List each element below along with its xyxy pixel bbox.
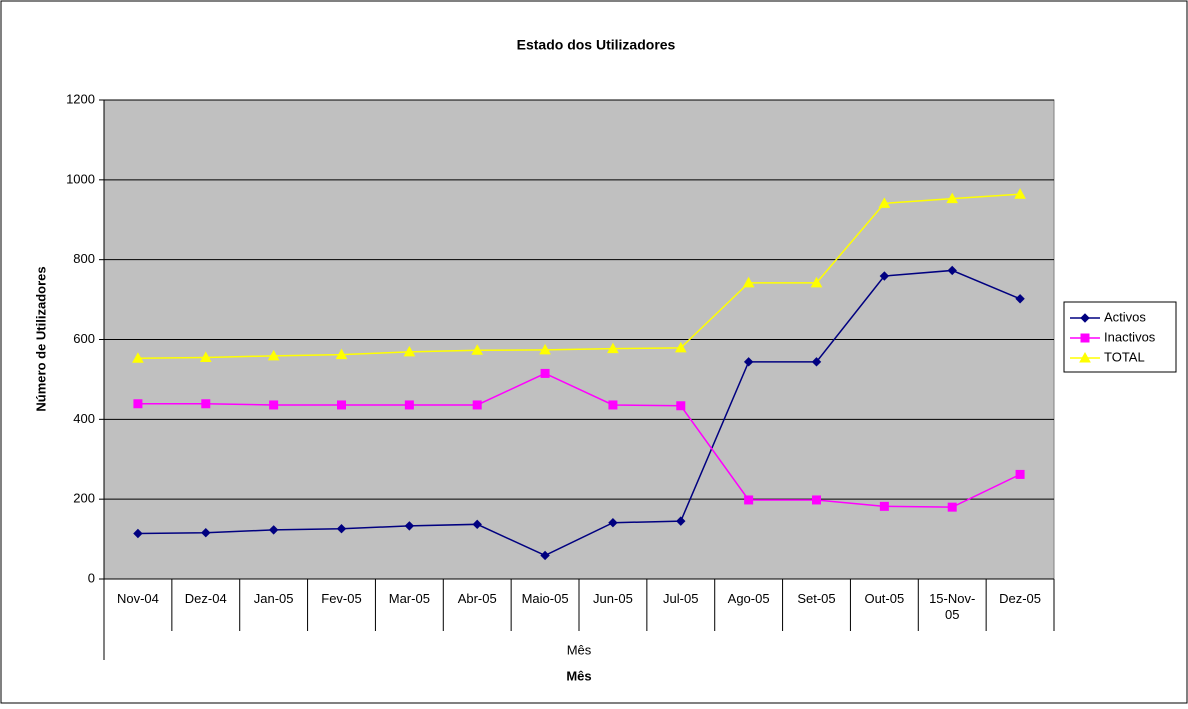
x-tick-label-box: Nov-04 <box>116 591 159 606</box>
data-point <box>947 265 957 276</box>
x-tick-label: Abr-05 <box>457 591 497 606</box>
x-tick-label: Mar-05 <box>388 591 430 606</box>
x-tick-label: Maio-05 <box>521 591 569 606</box>
y-tick-label: 400 <box>73 411 95 426</box>
data-point <box>201 527 211 538</box>
data-point <box>133 399 143 409</box>
data-point <box>472 400 482 410</box>
x-axis-title: Mês <box>566 668 591 683</box>
x-tick-label: Dez-04 <box>184 591 227 606</box>
data-point <box>1015 294 1025 304</box>
x-tick-label: Jan-05 <box>253 591 294 606</box>
data-point <box>810 276 823 288</box>
data-point <box>608 400 618 410</box>
data-point <box>812 495 821 505</box>
data-point <box>540 368 550 378</box>
data-point <box>540 550 550 561</box>
y-axis-title: Número de Utilizadores <box>33 266 48 411</box>
x-tick-label-box: Dez-04 <box>184 591 227 606</box>
data-point <box>1015 469 1025 479</box>
x-tick-label: Jul-05 <box>663 591 699 606</box>
data-point <box>674 341 687 353</box>
legend-label: Activos <box>1104 309 1146 324</box>
y-tick-label: 0 <box>88 570 95 585</box>
data-point <box>947 502 957 512</box>
data-point <box>608 518 618 528</box>
data-point <box>676 401 686 411</box>
data-point <box>269 400 279 410</box>
data-point <box>199 351 212 362</box>
x-tick-label: Fev-05 <box>321 591 362 606</box>
series-line <box>137 372 1021 508</box>
x-tick-label-box: Abr-05 <box>457 591 497 606</box>
data-point <box>879 271 890 281</box>
data-point <box>1014 188 1026 199</box>
data-point <box>676 516 686 526</box>
series-line <box>137 193 1021 360</box>
x-tick-label-box: Dez-05 <box>999 591 1042 606</box>
y-tick-label: 800 <box>73 251 95 266</box>
x-tick-label: Nov-04 <box>116 591 159 606</box>
data-point <box>335 348 348 360</box>
y-tick-label: 600 <box>73 331 95 346</box>
data-point <box>472 519 482 530</box>
data-point <box>337 400 346 410</box>
legend-marker <box>1079 351 1091 363</box>
data-point <box>404 521 415 531</box>
chart-title: Estado dos Utilizadores <box>517 37 676 53</box>
series-line <box>137 269 1021 557</box>
x-tick-label-box: Out-05 <box>864 591 905 606</box>
x-tick-label: Set-05 <box>797 591 836 606</box>
data-point <box>742 276 755 288</box>
x-tick-label: Jun-05 <box>593 591 633 606</box>
x-tick-label-box: Ago-05 <box>727 591 770 606</box>
x-tick-label-box: Mar-05 <box>388 591 430 606</box>
x-tick-label-box: Set-05 <box>797 591 836 606</box>
legend-marker <box>1080 313 1090 323</box>
data-point <box>811 357 822 367</box>
legend-label: TOTAL <box>1104 349 1145 364</box>
x-tick-label: Dez-05 <box>999 591 1042 606</box>
data-point <box>268 525 279 535</box>
category-group-label: Mês <box>567 642 592 657</box>
x-tick-label-box: Jul-05 <box>663 591 699 606</box>
data-point <box>336 523 347 534</box>
x-tick-label: Ago-05 <box>727 591 770 606</box>
x-tick-label-box: 15-Nov-05 <box>929 591 976 622</box>
data-point <box>946 192 959 204</box>
x-tick-label: 15-Nov-05 <box>929 591 976 622</box>
data-point <box>133 528 143 539</box>
data-point <box>201 399 211 409</box>
data-point <box>539 343 551 355</box>
legend-marker <box>1080 333 1090 343</box>
x-tick-label-box: Jun-05 <box>593 591 633 606</box>
y-tick-label: 200 <box>73 491 95 506</box>
data-point <box>607 342 619 354</box>
data-point <box>267 349 280 361</box>
data-point <box>403 345 416 357</box>
x-tick-label-box: Jan-05 <box>253 591 294 606</box>
data-point <box>132 352 144 363</box>
data-point <box>743 357 754 367</box>
data-point <box>744 495 754 505</box>
x-tick-label: Out-05 <box>864 591 905 606</box>
y-tick-label: 1200 <box>66 91 95 106</box>
x-tick-label-box: Maio-05 <box>521 591 569 606</box>
y-tick-label: 1000 <box>66 171 95 186</box>
x-tick-label-box: Fev-05 <box>321 591 362 606</box>
data-point <box>879 501 889 511</box>
data-point <box>878 197 891 208</box>
data-point <box>471 344 484 355</box>
legend-label: Inactivos <box>1104 329 1156 344</box>
data-point <box>404 400 414 410</box>
